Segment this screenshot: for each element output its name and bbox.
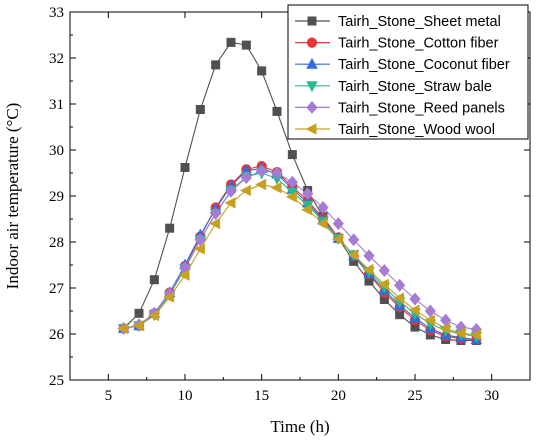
x-tick-label: 5 — [105, 388, 113, 404]
data-point-series-6 — [239, 184, 251, 197]
data-point-series-6 — [454, 327, 466, 339]
series-line-2 — [123, 165, 477, 341]
data-point-series-6 — [439, 322, 451, 335]
data-point-series-1 — [149, 275, 159, 285]
data-point-series-1 — [211, 60, 221, 70]
data-point-series-6 — [270, 182, 282, 194]
x-tick-label: 30 — [484, 388, 499, 404]
legend-label-4: Tairh_Stone_Straw bale — [338, 79, 492, 95]
data-point-series-5 — [286, 175, 298, 189]
series-line-6 — [123, 183, 477, 336]
x-tick-label: 25 — [408, 388, 423, 404]
x-tick-label: 10 — [178, 388, 193, 404]
data-point-series-6 — [117, 322, 129, 335]
data-point-series-5 — [317, 201, 329, 214]
data-point-series-6 — [301, 204, 313, 216]
data-point-series-6 — [423, 314, 435, 326]
data-point-series-5 — [332, 217, 344, 231]
series-line-4 — [123, 172, 477, 337]
data-point-series-1 — [180, 162, 190, 172]
data-point-series-1 — [257, 66, 267, 76]
legend-marker-2 — [306, 37, 318, 48]
data-point-series-1 — [226, 37, 236, 47]
legend-label-3: Tairh_Stone_Coconut fiber — [338, 57, 510, 73]
legend-label-6: Tairh_Stone_Wood wool — [338, 122, 495, 138]
y-tick-label: 25 — [49, 373, 64, 389]
legend-marker-4 — [306, 81, 318, 93]
series-line-5 — [123, 170, 477, 330]
legend-box — [287, 4, 529, 140]
y-tick-label: 28 — [49, 235, 64, 251]
legend-marker-1 — [307, 16, 317, 26]
y-axis-title: Indoor air temperature (°C) — [3, 103, 22, 290]
data-point-series-1 — [241, 40, 251, 50]
y-tick-label: 32 — [49, 51, 64, 67]
x-tick-label: 20 — [331, 388, 346, 404]
data-point-series-6 — [193, 243, 205, 255]
data-point-series-6 — [362, 263, 374, 276]
data-point-series-5 — [302, 187, 314, 201]
x-tick-label: 15 — [254, 388, 269, 404]
data-point-series-1 — [165, 223, 175, 233]
legend-label-5: Tairh_Stone_Reed panels — [338, 100, 505, 116]
data-point-series-6 — [377, 278, 389, 291]
data-point-series-6 — [316, 217, 328, 230]
data-point-series-6 — [469, 329, 481, 341]
data-point-series-6 — [331, 233, 343, 245]
y-tick-label: 30 — [49, 143, 64, 159]
data-point-series-1 — [195, 105, 205, 115]
data-point-series-6 — [224, 197, 236, 209]
y-tick-label: 26 — [49, 327, 65, 343]
data-point-series-5 — [271, 166, 283, 180]
data-point-series-1 — [287, 150, 297, 160]
data-point-series-6 — [132, 320, 144, 332]
data-point-series-6 — [255, 178, 267, 191]
data-point-series-6 — [209, 217, 221, 230]
data-point-series-6 — [393, 292, 405, 304]
data-point-series-5 — [378, 264, 390, 277]
data-point-series-6 — [163, 291, 175, 303]
data-point-series-1 — [272, 106, 282, 116]
legend-marker-3 — [306, 57, 318, 69]
legend-marker-5 — [306, 100, 318, 114]
data-point-series-5 — [210, 207, 222, 220]
data-point-series-6 — [408, 304, 420, 316]
legend-label-2: Tairh_Stone_Cotton fiber — [338, 36, 499, 52]
data-point-series-5 — [240, 171, 252, 185]
data-point-series-1 — [134, 308, 144, 318]
data-point-series-5 — [363, 249, 375, 263]
x-axis-title: Time (h) — [270, 417, 329, 436]
legend: Tairh_Stone_Sheet metal Tairh_Stone_Cotto… — [287, 4, 529, 140]
data-point-series-5 — [256, 164, 268, 178]
data-point-series-6 — [285, 191, 297, 203]
data-point-series-5 — [394, 278, 406, 292]
data-point-series-5 — [409, 292, 421, 306]
y-tick-label: 33 — [49, 5, 64, 21]
y-tick-label: 29 — [49, 189, 64, 205]
legend-label-1: Tairh_Stone_Sheet metal — [338, 14, 501, 30]
y-tick-label: 31 — [49, 97, 64, 113]
series-markers — [117, 37, 483, 345]
data-point-series-6 — [178, 269, 190, 281]
axis-ticks: 5 10 15 20 25 30 25 26 27 28 29 30 31 32 33 — [49, 5, 531, 404]
legend-marker-6 — [305, 123, 317, 135]
data-point-series-6 — [147, 309, 159, 322]
data-point-series-5 — [348, 233, 360, 247]
data-point-series-6 — [347, 249, 359, 261]
data-point-series-5 — [225, 184, 237, 198]
y-tick-label: 27 — [49, 281, 65, 297]
